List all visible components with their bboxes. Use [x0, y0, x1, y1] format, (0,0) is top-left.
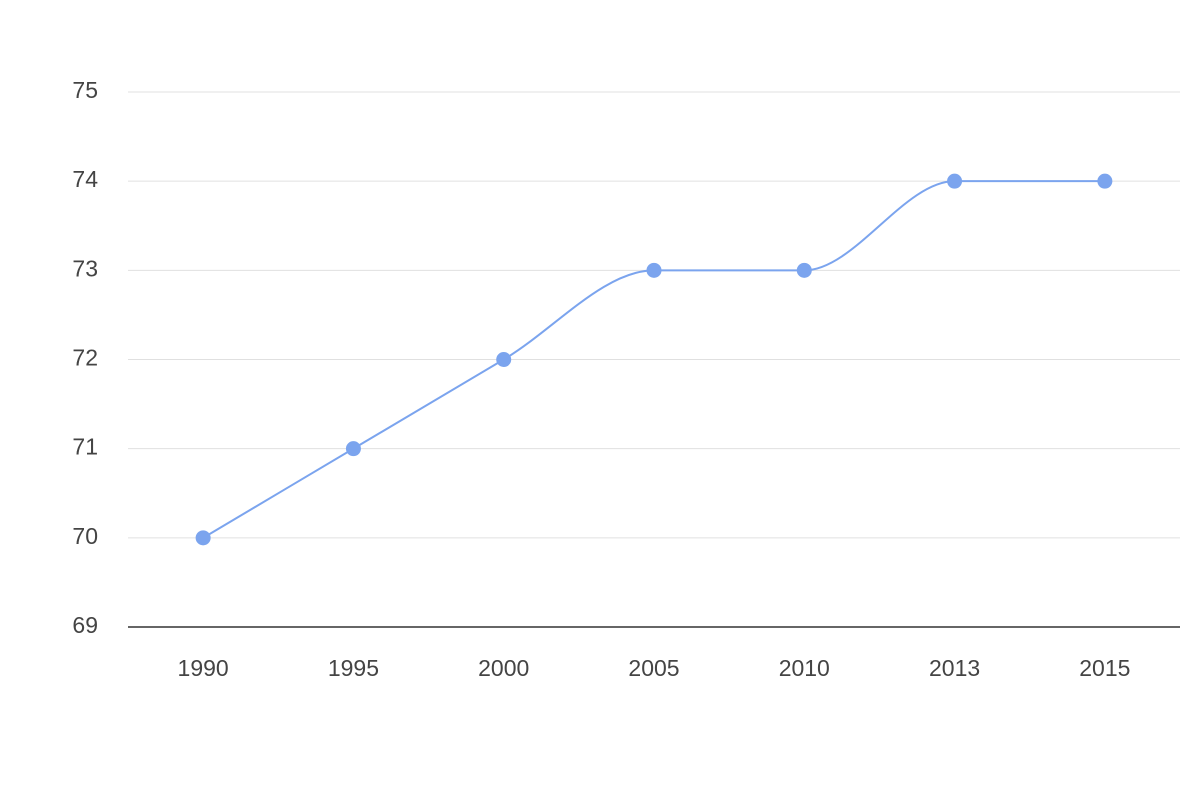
y-tick-label: 73 — [72, 255, 98, 281]
data-point — [1097, 173, 1113, 189]
x-tick-label: 2015 — [1079, 655, 1130, 681]
x-tick-label: 2013 — [929, 655, 980, 681]
x-tick-label: 2005 — [628, 655, 679, 681]
y-tick-label: 71 — [72, 434, 98, 460]
x-tick-label: 2000 — [478, 655, 529, 681]
y-tick-label: 70 — [72, 523, 98, 549]
y-tick-label: 72 — [72, 345, 98, 371]
y-tick-label: 75 — [72, 77, 98, 103]
x-tick-label: 1995 — [328, 655, 379, 681]
x-tick-label: 2010 — [779, 655, 830, 681]
data-point — [345, 441, 361, 457]
data-point — [796, 262, 812, 278]
x-tick-label: 1990 — [178, 655, 229, 681]
y-tick-label: 69 — [72, 612, 98, 638]
data-point — [947, 173, 963, 189]
data-point — [646, 262, 662, 278]
data-point — [195, 530, 211, 546]
data-point — [496, 352, 512, 367]
y-tick-label: 74 — [72, 166, 98, 192]
